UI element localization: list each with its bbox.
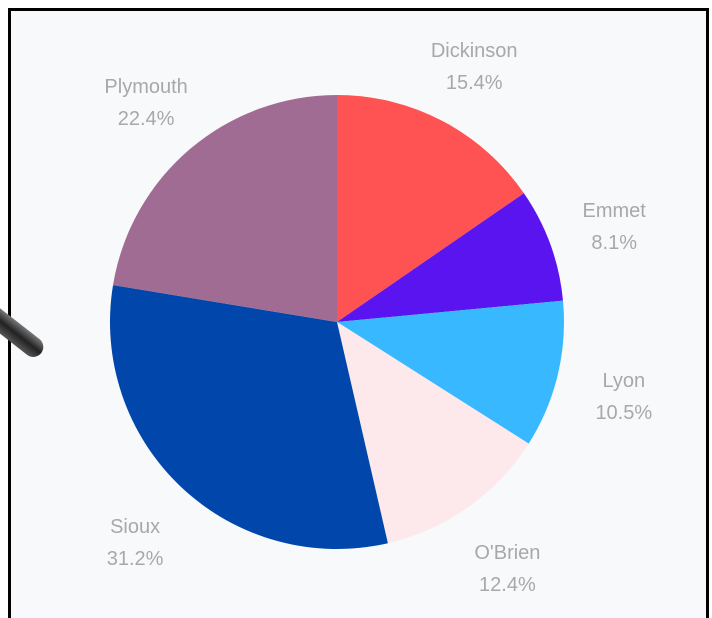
slice-dickinson[interactable] [337, 95, 524, 322]
slice-plymouth[interactable] [113, 94, 338, 322]
slice-o-brien[interactable] [337, 322, 529, 544]
slice-value-dickinson: 15.4% [446, 72, 503, 94]
slice-lyon[interactable] [337, 300, 564, 444]
slice-label-lyon: Lyon [602, 370, 645, 392]
slice-sioux[interactable] [109, 285, 388, 550]
slice-value-emmet: 8.1% [591, 232, 637, 254]
pie-labels: Dickinson 15.4% Emmet 8.1% Lyon 10.5% O'Brien 1… [104, 40, 652, 596]
slice-label-sioux: Sioux [110, 516, 160, 538]
slice-value-o-brien: 12.4% [479, 574, 536, 596]
slice-label-o-brien: O'Brien [474, 542, 540, 564]
slice-label-emmet: Emmet [583, 200, 647, 222]
slice-value-sioux: 31.2% [107, 548, 164, 570]
slice-value-plymouth: 22.4% [118, 108, 175, 130]
slice-label-plymouth: Plymouth [104, 76, 187, 98]
pie-slices [109, 94, 564, 550]
slice-label-dickinson: Dickinson [431, 40, 518, 62]
slice-value-lyon: 10.5% [595, 402, 652, 424]
slice-emmet[interactable] [337, 193, 563, 322]
